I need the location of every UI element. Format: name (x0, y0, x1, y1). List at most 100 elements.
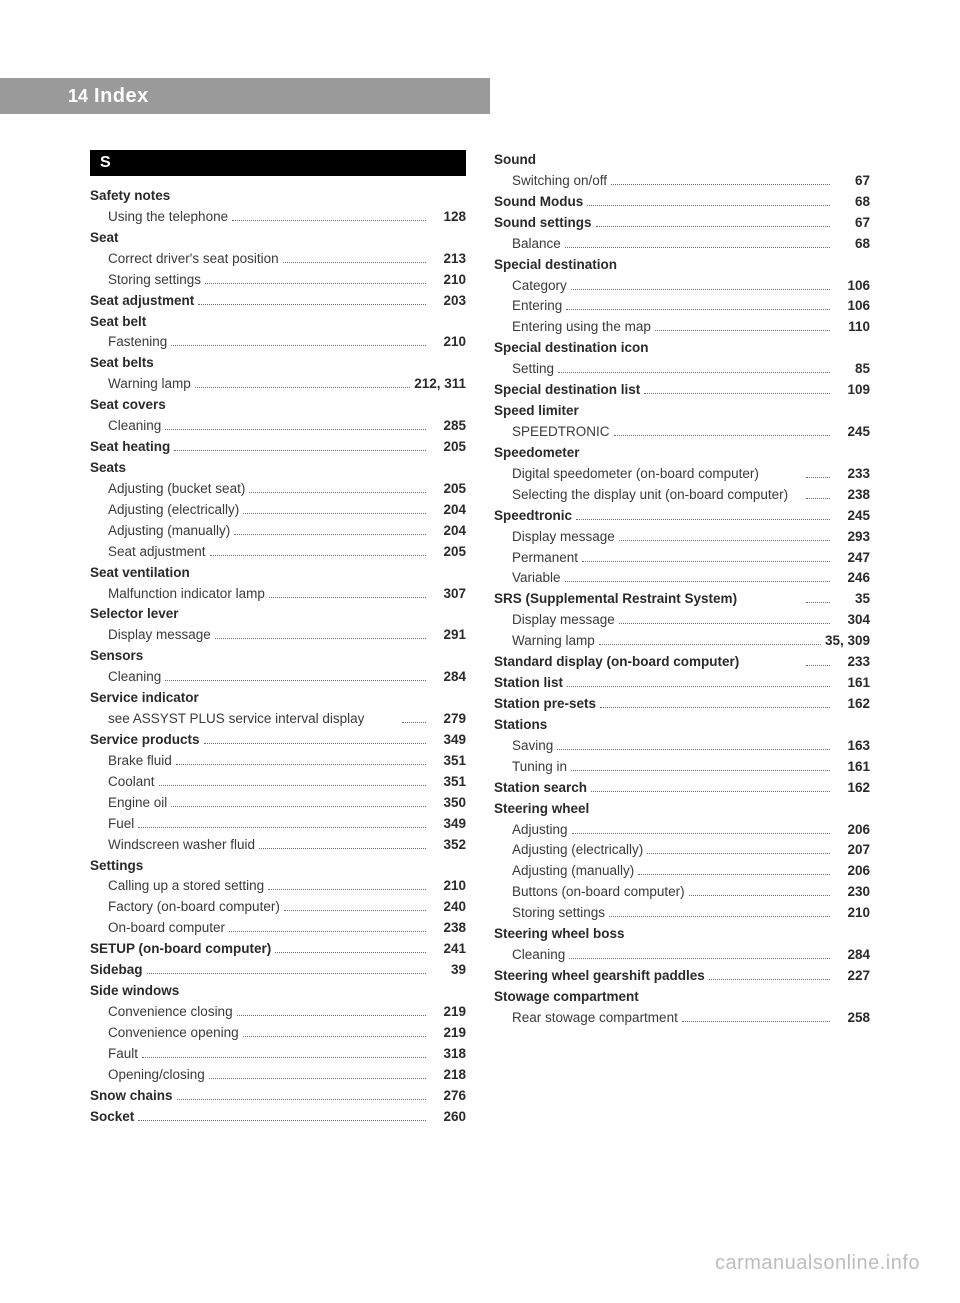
index-entry-label: Seat adjustment (108, 542, 206, 563)
index-entry: Fault318 (90, 1044, 466, 1065)
index-entry-label: Special destination icon (494, 338, 649, 359)
index-entry-page: 284 (834, 945, 870, 966)
index-entry: Engine oil350 (90, 793, 466, 814)
index-entry-label: Engine oil (108, 793, 167, 814)
index-entry-page: 206 (834, 820, 870, 841)
index-entry-label: see ASSYST PLUS service interval display (108, 709, 398, 730)
index-entry-page: 349 (430, 814, 466, 835)
index-entry-page: 85 (834, 359, 870, 380)
index-entry-page: 210 (430, 270, 466, 291)
index-entry: Switching on/off67 (494, 171, 870, 192)
index-entry-label: Display message (108, 625, 211, 646)
index-entry-label: Fault (108, 1044, 138, 1065)
leader-dots (234, 534, 426, 535)
index-entry-page: 291 (430, 625, 466, 646)
leader-dots (566, 309, 830, 310)
leader-dots (215, 638, 426, 639)
index-entry-page: 210 (430, 332, 466, 353)
index-entry-label: Adjusting (512, 820, 568, 841)
index-entry: Adjusting 206 (494, 820, 870, 841)
index-entry-label: Seat belt (90, 312, 146, 333)
index-entry: Speed limiter (494, 401, 870, 422)
leader-dots (204, 743, 426, 744)
left-column: S Safety notesUsing the telephone128Seat… (90, 150, 466, 1163)
index-entry-page: 210 (430, 876, 466, 897)
leader-dots (138, 1120, 426, 1121)
index-entry-page: 35 (834, 589, 870, 610)
leader-dots (599, 644, 821, 645)
index-entry: Seat belt (90, 312, 466, 333)
leader-dots (569, 958, 830, 959)
index-entry: Adjusting (electrically)204 (90, 500, 466, 521)
index-entry: Buttons (on-board computer)230 (494, 882, 870, 903)
right-column-entries: SoundSwitching on/off67Sound Modus68Soun… (494, 150, 870, 1029)
leader-dots (565, 247, 830, 248)
index-entry-page: 246 (834, 568, 870, 589)
leader-dots (283, 262, 426, 263)
index-entry: Adjusting (electrically)207 (494, 840, 870, 861)
index-entry-label: Convenience closing (108, 1002, 233, 1023)
index-entry-label: Settings (90, 856, 143, 877)
leader-dots (571, 289, 830, 290)
index-entry: Adjusting (manually)204 (90, 521, 466, 542)
index-entry-label: Seat ventilation (90, 563, 190, 584)
index-entry-label: Coolant (108, 772, 155, 793)
index-entry-label: Warning lamp (108, 374, 191, 395)
leader-dots (682, 1021, 830, 1022)
leader-dots (138, 827, 426, 828)
leader-dots (174, 450, 426, 451)
index-entry-label: Special destination list (494, 380, 640, 401)
index-entry-label: Special destination (494, 255, 617, 276)
index-entry-page: 349 (430, 730, 466, 751)
leader-dots (614, 435, 830, 436)
index-entry: Brake fluid351 (90, 751, 466, 772)
leader-dots (147, 973, 426, 974)
index-entry-page: 67 (834, 213, 870, 234)
index-entry-page: 106 (834, 276, 870, 297)
leader-dots (195, 387, 410, 388)
index-entry-page: 307 (430, 584, 466, 605)
leader-dots (142, 1057, 426, 1058)
index-entry-label: Sensors (90, 646, 143, 667)
index-entry-page: 293 (834, 527, 870, 548)
footer-watermark: carmanualsonline.info (715, 1252, 920, 1275)
index-entry-label: Warning lamp (512, 631, 595, 652)
index-entry: Factory (on-board computer)240 (90, 897, 466, 918)
index-entry-label: SRS (Supplemental Restraint System) (494, 589, 802, 610)
index-entry: Sound Modus 68 (494, 192, 870, 213)
index-entry: Seats (90, 458, 466, 479)
index-entry-page: 205 (430, 542, 466, 563)
leader-dots (587, 205, 830, 206)
leader-dots (709, 979, 830, 980)
index-entry: Standard display (on-board computer)233 (494, 652, 870, 673)
index-entry-page: 68 (834, 234, 870, 255)
index-entry-label: Factory (on-board computer) (108, 897, 280, 918)
index-entry-label: Fastening (108, 332, 167, 353)
index-entry-label: Steering wheel gearshift paddles (494, 966, 705, 987)
index-entry-page: 233 (834, 652, 870, 673)
index-entry: Digital speedometer (on-board computer)2… (494, 464, 870, 485)
leader-dots (259, 848, 426, 849)
index-entry: Seat covers (90, 395, 466, 416)
index-entry-page: 284 (430, 667, 466, 688)
index-entry-page: 68 (834, 192, 870, 213)
index-entry-label: Correct driver's seat position (108, 249, 279, 270)
index-entry: Sensors (90, 646, 466, 667)
right-column: SoundSwitching on/off67Sound Modus68Soun… (494, 150, 870, 1163)
leader-dots (619, 540, 830, 541)
index-entry-page: 276 (430, 1086, 466, 1107)
index-entry: Entering106 (494, 296, 870, 317)
leader-dots (159, 785, 426, 786)
leader-dots (576, 519, 830, 520)
index-entry: Category106 (494, 276, 870, 297)
leader-dots (269, 597, 426, 598)
index-entry: Snow chains276 (90, 1086, 466, 1107)
letter-heading: S (90, 150, 466, 176)
leader-dots (558, 372, 830, 373)
index-entry: Safety notes (90, 186, 466, 207)
index-entry-label: Sound Modus (494, 192, 583, 213)
index-entry-label: Steering wheel (494, 799, 589, 820)
leader-dots (806, 477, 830, 478)
index-entry-page: 163 (834, 736, 870, 757)
index-entry: Speedometer (494, 443, 870, 464)
